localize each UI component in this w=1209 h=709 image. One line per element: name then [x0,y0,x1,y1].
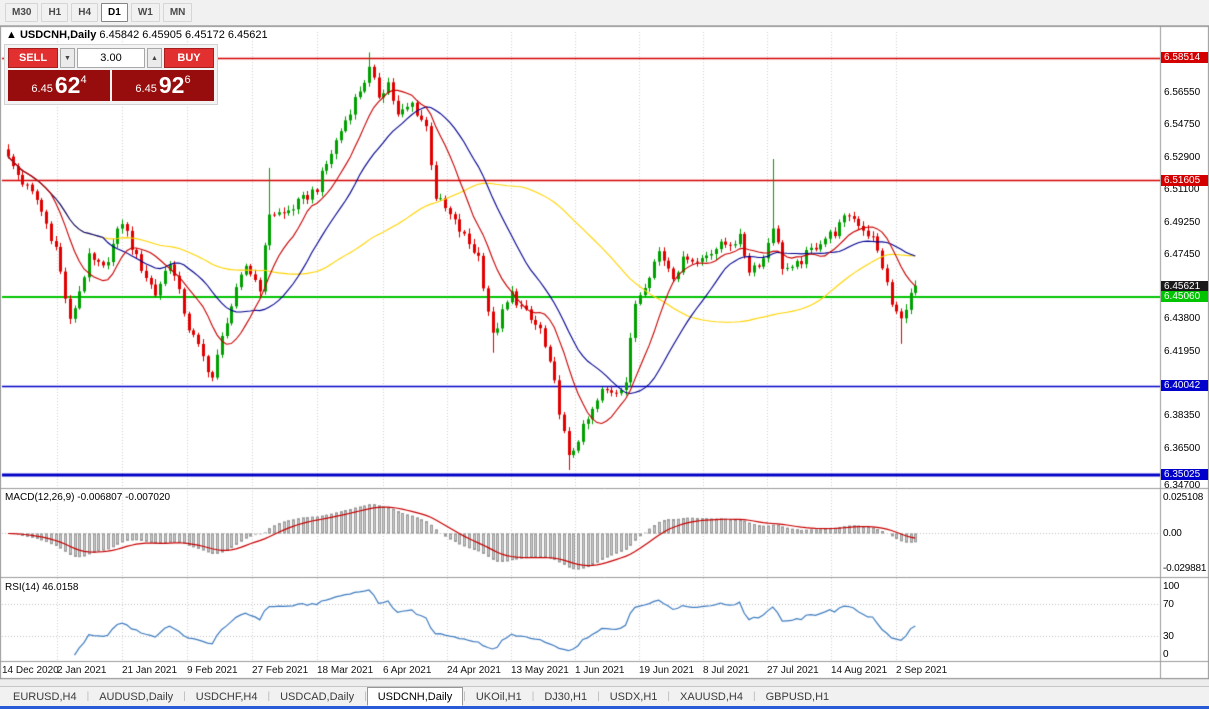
price-axis-label: 6.40042 [1161,380,1208,392]
timeframe-button-h1[interactable]: H1 [41,3,69,22]
tab-separator: | [364,691,367,702]
date-axis-label: 2 Jan 2021 [57,665,107,676]
timeframe-button-d1[interactable]: D1 [101,3,128,22]
price-axis-label: 6.36500 [1164,443,1201,455]
macd-axis-label: 0.025108 [1163,492,1204,503]
price-axis-label: 6.58514 [1161,52,1208,64]
chart-tab-usdchf-h4[interactable]: USDCHF,H4 [195,690,258,703]
rsi-axis-label: 30 [1163,631,1174,642]
tab-separator: | [752,691,756,702]
buy-price-big: 92 [158,72,185,98]
date-axis-label: 18 Mar 2021 [317,665,374,676]
chart-tab-eurusd-h4[interactable]: EURUSD,H4 [13,690,77,703]
tab-separator: | [267,691,271,702]
timeframe-button-m30[interactable]: M30 [5,3,39,22]
price-axis-label: 6.35025 [1161,469,1208,481]
timeframe-button-w1[interactable]: W1 [130,3,160,22]
rsi-axis-label: 100 [1163,581,1180,592]
chart-ohlc-values: 6.45842 6.45905 6.45172 6.45621 [99,29,268,41]
price-axis-label: 6.43800 [1164,313,1201,325]
tab-separator: | [86,691,90,702]
timeframe-toolbar: M30 H1 H4 D1 W1 MN [0,0,1209,26]
price-axis-label: 6.51100 [1164,183,1200,195]
price-axis-label: 6.45060 [1161,291,1208,303]
sell-price-base: 6.45 [31,83,53,95]
price-axis-label: 6.41950 [1164,346,1201,358]
macd-indicator-label: MACD(12,26,9) -0.006807 -0.007020 [5,492,171,503]
price-axis-label: 6.52900 [1164,151,1201,163]
date-axis-label: 24 Apr 2021 [447,665,501,676]
rsi-axis-label: 70 [1163,599,1174,610]
price-axis-label: 6.51605 [1161,174,1208,186]
date-axis-label: 13 May 2021 [511,665,569,676]
date-axis-label: 9 Feb 2021 [187,665,238,676]
buy-button[interactable]: BUY [164,48,214,68]
volume-input[interactable]: 3.00 [77,48,145,68]
chart-tab-audusd-daily[interactable]: AUDUSD,Daily [99,690,174,703]
date-axis-label: 14 Aug 2021 [831,665,888,676]
date-axis-label: 19 Jun 2021 [639,665,695,676]
price-axis-label: 6.54750 [1164,118,1201,130]
sell-price-pip: 4 [80,74,87,86]
tab-separator: | [531,691,535,702]
chart-tab-gbpusd-h1[interactable]: GBPUSD,H1 [765,690,830,703]
date-axis-label: 2 Sep 2021 [896,665,948,676]
chart-symbol: USDCNH,Daily [19,29,97,41]
rsi-indicator-label: RSI(14) 46.0158 [5,582,79,593]
chart-tab-xauusd-h4[interactable]: XAUUSD,H4 [680,690,743,703]
buy-price-display[interactable]: 6.45 92 6 [112,70,214,101]
volume-decrease-button[interactable]: ▼ [60,48,75,68]
timeframe-button-mn[interactable]: MN [162,3,193,22]
date-axis-label: 27 Feb 2021 [252,665,309,676]
price-axis-label: 6.45621 [1161,281,1208,293]
trade-prices-row: 6.45 62 4 6.45 92 6 [8,70,214,101]
price-axis-label: 6.49250 [1164,216,1201,228]
tab-separator: | [667,691,671,702]
macd-axis-label: -0.029881 [1163,563,1207,574]
chart-title: ▲ USDCNH,Daily 6.45842 6.45905 6.45172 6… [6,29,268,41]
price-chart-canvas[interactable] [0,26,1209,679]
chart-tab-usdcad-daily[interactable]: USDCAD,Daily [280,690,355,703]
sell-price-big: 62 [54,72,81,98]
one-click-trading-panel: SELL ▼ 3.00 ▲ BUY 6.45 62 4 6.45 92 6 [4,44,218,105]
date-axis-label: 14 Dec 2020 [2,665,59,676]
timeframe-bar: M30 H1 H4 D1 W1 MN [5,3,193,22]
chart-tab-ukoil-h1[interactable]: UKOil,H1 [475,690,522,703]
date-axis-label: 6 Apr 2021 [383,665,432,676]
date-axis-label: 21 Jan 2021 [122,665,178,676]
trade-controls-row: SELL ▼ 3.00 ▲ BUY [8,48,214,68]
sell-button[interactable]: SELL [8,48,58,68]
chart-tab-usdcnh-daily[interactable]: USDCNH,Daily [366,687,464,706]
chart-window: ▲ USDCNH,Daily 6.45842 6.45905 6.45172 6… [0,26,1209,679]
price-axis-label: 6.47450 [1164,248,1201,260]
price-axis[interactable]: 6.56550 6.54750 6.52900 6.51100 6.49250 6.474… [1160,26,1209,679]
date-axis-label: 1 Jun 2021 [575,665,625,676]
buy-price-pip: 6 [184,74,191,86]
macd-axis-label: 0.00 [1163,527,1182,539]
date-axis[interactable]: 14 Dec 2020 2 Jan 2021 21 Jan 2021 9 Feb 20… [0,665,1160,679]
collapse-arrow-icon[interactable]: ▲ [6,29,17,41]
tab-separator: | [183,691,186,702]
chart-tab-dj30-h1[interactable]: DJ30,H1 [544,690,588,703]
date-axis-label: 27 Jul 2021 [767,665,819,676]
taskbar-edge [0,706,1209,709]
price-axis-label: 6.56550 [1164,86,1201,98]
buy-price-base: 6.45 [135,83,157,95]
price-axis-label: 6.38350 [1164,410,1201,422]
price-axis-label: 6.34700 [1164,480,1201,492]
timeframe-button-h4[interactable]: H4 [71,3,99,22]
chart-tabs-bar: EURUSD,H4 | AUDUSD,Daily | USDCHF,H4 | USDCAD,… [0,686,1209,706]
horizontal-scrollbar[interactable] [0,679,1209,686]
date-axis-label: 8 Jul 2021 [703,665,750,676]
volume-increase-button[interactable]: ▲ [147,48,162,68]
chart-tab-usdx-h1[interactable]: USDX,H1 [609,690,658,703]
tab-separator: | [597,691,600,702]
sell-price-display[interactable]: 6.45 62 4 [8,70,110,101]
tab-separator: | [463,691,466,702]
rsi-axis-label: 0 [1163,649,1169,660]
